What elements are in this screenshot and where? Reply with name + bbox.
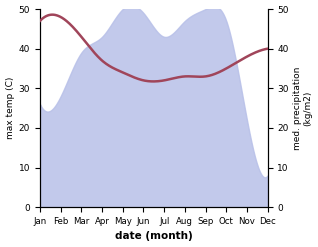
Y-axis label: max temp (C): max temp (C) [5,77,15,139]
X-axis label: date (month): date (month) [115,231,193,242]
Y-axis label: med. precipitation
(kg/m2): med. precipitation (kg/m2) [293,66,313,150]
